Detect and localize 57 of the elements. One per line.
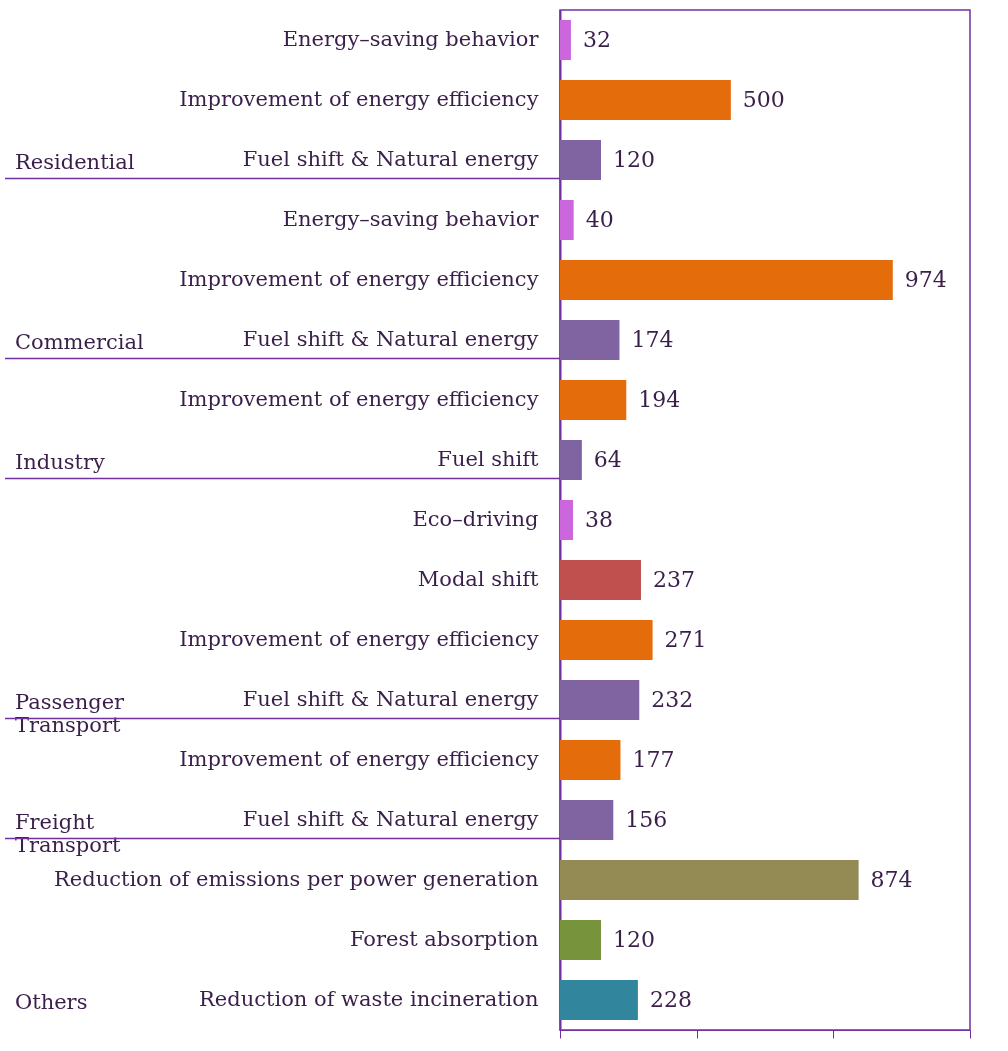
y-tick-label: Improvement of energy efficiency xyxy=(179,627,539,651)
y-tick-label: Eco–driving xyxy=(412,507,539,531)
data-label: 228 xyxy=(649,987,692,1012)
bar xyxy=(560,560,641,600)
data-label: 174 xyxy=(631,327,674,352)
bar xyxy=(560,980,638,1020)
y-tick-label: Reduction of emissions per power generation xyxy=(54,867,539,891)
y-tick-label: Fuel shift & Natural energy xyxy=(242,327,539,351)
y-tick-label: Fuel shift & Natural energy xyxy=(242,807,539,831)
bar xyxy=(560,140,601,180)
data-label: 38 xyxy=(584,507,613,532)
bar xyxy=(560,620,653,660)
data-label: 874 xyxy=(870,867,913,892)
bar xyxy=(560,200,574,240)
text: Industry xyxy=(15,449,106,474)
bar xyxy=(560,20,571,60)
y-tick-label: Improvement of energy efficiency xyxy=(179,267,539,291)
data-label: 500 xyxy=(742,87,785,112)
data-label: 32 xyxy=(582,27,611,52)
y-tick-label: Fuel shift & Natural energy xyxy=(242,147,539,171)
text: Passenger Transport xyxy=(15,689,126,737)
data-label: 156 xyxy=(625,807,668,832)
y-tick-label: Improvement of energy efficiency xyxy=(179,747,539,771)
data-label: 177 xyxy=(632,747,675,772)
y-tick-label: Fuel shift & Natural energy xyxy=(242,687,539,711)
text: Others xyxy=(15,989,88,1014)
text: Commercial xyxy=(15,329,144,354)
bar xyxy=(560,500,573,540)
bar xyxy=(560,680,640,720)
data-label: 237 xyxy=(652,567,695,592)
text: Freight Transport xyxy=(15,809,121,857)
bar xyxy=(560,320,620,360)
bar xyxy=(560,920,601,960)
y-tick-label: Forest absorption xyxy=(349,927,539,951)
bar xyxy=(560,860,859,900)
data-label: 120 xyxy=(613,147,655,172)
y-tick-label: Energy–saving behavior xyxy=(282,207,540,231)
data-label: 120 xyxy=(613,927,655,952)
y-tick-label: Modal shift xyxy=(417,567,540,591)
data-label: 271 xyxy=(664,627,707,652)
bar xyxy=(560,800,614,840)
y-tick-label: Improvement of energy efficiency xyxy=(179,87,539,111)
y-tick-label: Improvement of energy efficiency xyxy=(179,387,539,411)
data-label: 974 xyxy=(904,267,947,292)
data-label: 40 xyxy=(585,207,614,232)
bar xyxy=(560,80,731,120)
bar xyxy=(560,260,893,300)
bar xyxy=(560,440,582,480)
y-tick-label: Fuel shift xyxy=(437,447,540,471)
data-label: 232 xyxy=(651,687,694,712)
data-label: 64 xyxy=(593,447,622,472)
bar xyxy=(560,380,627,420)
text: Residential xyxy=(15,149,135,174)
data-label: 194 xyxy=(638,387,681,412)
y-tick-label: Energy–saving behavior xyxy=(282,27,540,51)
y-tick-label: Reduction of waste incineration xyxy=(199,987,539,1011)
bar xyxy=(560,740,621,780)
